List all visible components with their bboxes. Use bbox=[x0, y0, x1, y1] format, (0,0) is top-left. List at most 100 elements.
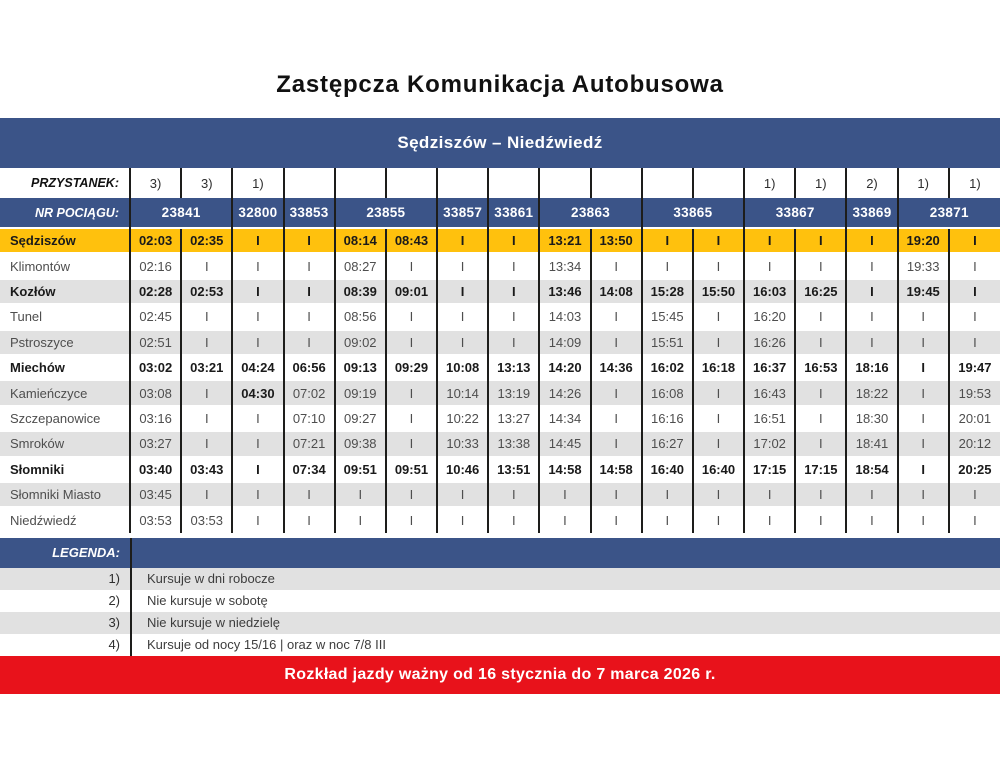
time-cell: I bbox=[436, 328, 489, 355]
time-cell: 07:10 bbox=[282, 404, 335, 432]
time-cell: I bbox=[180, 430, 233, 457]
route-bar: Sędziszów – Niedźwiedź bbox=[0, 118, 1000, 168]
time-cell: I bbox=[487, 303, 540, 330]
time-cell: I bbox=[691, 506, 745, 533]
validity-text: Rozkład jazdy ważny od 16 stycznia do 7 … bbox=[284, 665, 716, 683]
time-cell: 03:53 bbox=[128, 506, 182, 533]
station-row: Słomniki 03:40 03:43 I 07:34 09:51 09:51 10:46 1… bbox=[0, 455, 1000, 482]
time-cell: I bbox=[691, 303, 745, 330]
station-row: Klimontów 02:16 I I I 08:27 I I I 13:34 I I I I I I 19:3… bbox=[0, 252, 1000, 279]
time-cell: I bbox=[231, 506, 284, 533]
time-cell: 16:16 bbox=[640, 404, 693, 432]
time-cell: 09:13 bbox=[333, 353, 386, 381]
time-cell: I bbox=[589, 328, 642, 355]
time-cell: I bbox=[589, 506, 642, 533]
station-name: Sędziszów bbox=[0, 226, 130, 254]
time-cell: 14:20 bbox=[538, 353, 591, 381]
time-cell: I bbox=[589, 379, 642, 406]
time-cell: I bbox=[231, 480, 284, 508]
time-cell: I bbox=[691, 430, 745, 457]
time-cell: I bbox=[231, 455, 284, 482]
train-number: 32800 bbox=[231, 198, 284, 228]
footnote-cell: 1) bbox=[231, 168, 284, 198]
footnote-cell: 3) bbox=[180, 168, 233, 198]
time-cell: I bbox=[845, 506, 898, 533]
time-cell: I bbox=[794, 252, 847, 279]
time-cell: I bbox=[180, 404, 233, 432]
time-cell: 13:19 bbox=[487, 379, 540, 406]
time-cell: 16:40 bbox=[691, 455, 745, 482]
time-cell: I bbox=[896, 480, 949, 508]
time-cell: I bbox=[794, 404, 847, 432]
time-cell: 17:15 bbox=[743, 455, 796, 482]
footnote-cell: 1) bbox=[743, 168, 796, 198]
time-cell: I bbox=[487, 480, 540, 508]
time-cell: 04:24 bbox=[231, 353, 284, 381]
time-cell: I bbox=[743, 226, 796, 254]
footnote-cell: 2) bbox=[845, 168, 898, 198]
footnote-cell bbox=[282, 168, 335, 198]
time-cell: 14:03 bbox=[538, 303, 591, 330]
time-cell: 10:46 bbox=[436, 455, 489, 482]
time-cell: 16:25 bbox=[794, 277, 847, 305]
time-cell: 14:58 bbox=[589, 455, 642, 482]
page-title: Zastępcza Komunikacja Autobusowa bbox=[276, 71, 724, 98]
station-row: Kozłów 02:28 02:53 I I 08:39 09:01 I I 13:46 14:08… bbox=[0, 277, 1000, 305]
time-cell: 10:33 bbox=[436, 430, 489, 457]
time-cell: 13:21 bbox=[538, 226, 591, 254]
time-cell: 18:54 bbox=[845, 455, 898, 482]
time-cell: 03:27 bbox=[128, 430, 182, 457]
time-cell: 17:02 bbox=[743, 430, 796, 457]
time-cell: 18:30 bbox=[845, 404, 898, 432]
time-cell: 09:29 bbox=[384, 353, 438, 381]
legend-marker: 4) bbox=[108, 636, 120, 652]
time-cell: 13:34 bbox=[538, 252, 591, 279]
time-cell: I bbox=[896, 430, 949, 457]
time-cell: I bbox=[589, 430, 642, 457]
time-cell: 15:51 bbox=[640, 328, 693, 355]
time-cell: I bbox=[947, 506, 1000, 533]
train-number: 33861 bbox=[487, 198, 540, 228]
time-cell: 20:01 bbox=[947, 404, 1000, 432]
station-name: Smroków bbox=[0, 430, 130, 457]
time-cell: 14:58 bbox=[538, 455, 591, 482]
time-cell: I bbox=[794, 328, 847, 355]
footnote-cell bbox=[640, 168, 693, 198]
time-cell: I bbox=[333, 506, 386, 533]
time-cell: I bbox=[436, 480, 489, 508]
legend-bar-spacer bbox=[130, 537, 1000, 568]
time-cell: I bbox=[947, 277, 1000, 305]
time-cell: 16:03 bbox=[743, 277, 796, 305]
time-cell: 14:09 bbox=[538, 328, 591, 355]
time-cell: 18:16 bbox=[845, 353, 898, 381]
train-number: 33853 bbox=[282, 198, 335, 228]
time-cell: I bbox=[896, 303, 949, 330]
time-cell: I bbox=[640, 226, 693, 254]
time-cell: 20:12 bbox=[947, 430, 1000, 457]
train-number: 33869 bbox=[845, 198, 898, 228]
time-cell: I bbox=[436, 226, 489, 254]
time-cell: I bbox=[487, 226, 540, 254]
time-cell: I bbox=[896, 455, 949, 482]
station-name: Niedźwiedź bbox=[0, 506, 130, 533]
station-row: Pstroszyce 02:51 I I I 09:02 I I I 14:09 I 15:51 I 16… bbox=[0, 328, 1000, 355]
time-cell: I bbox=[589, 303, 642, 330]
time-cell: 16:08 bbox=[640, 379, 693, 406]
time-cell: I bbox=[180, 303, 233, 330]
time-cell: 06:56 bbox=[282, 353, 335, 381]
time-cell: 03:45 bbox=[128, 480, 182, 508]
time-cell: 09:02 bbox=[333, 328, 386, 355]
time-cell: 08:56 bbox=[333, 303, 386, 330]
station-name: Kamieńczyce bbox=[0, 379, 130, 406]
time-cell: 07:21 bbox=[282, 430, 335, 457]
time-cell: 09:51 bbox=[333, 455, 386, 482]
time-cell: I bbox=[180, 480, 233, 508]
station-name: Szczepanowice bbox=[0, 404, 130, 432]
train-number: 23855 bbox=[333, 198, 438, 228]
time-cell: 14:34 bbox=[538, 404, 591, 432]
time-cell: 19:45 bbox=[896, 277, 949, 305]
legend-text: Nie kursuje w sobotę bbox=[130, 589, 1000, 612]
station-name: Tunel bbox=[0, 303, 130, 330]
time-cell: 03:53 bbox=[180, 506, 233, 533]
time-cell: 16:18 bbox=[691, 353, 745, 381]
